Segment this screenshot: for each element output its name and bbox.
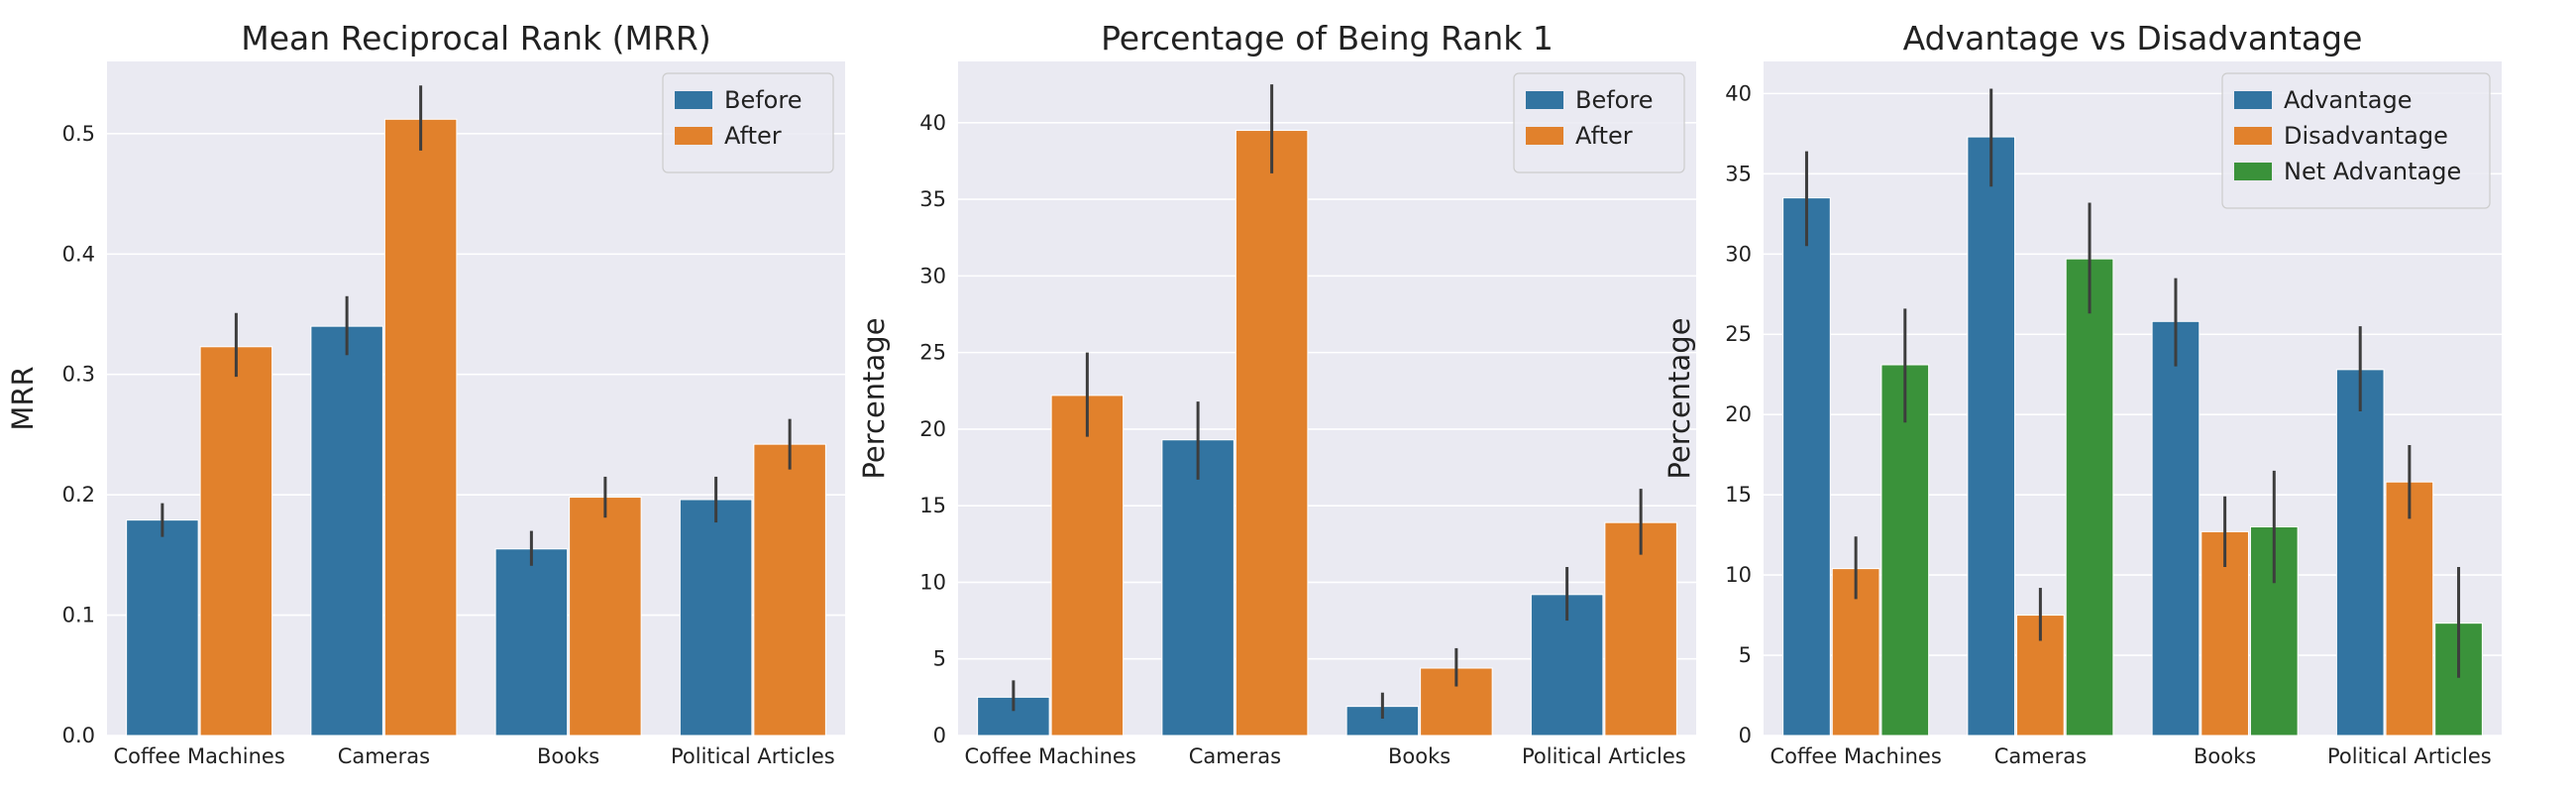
y-tick-label: 40 <box>919 111 946 135</box>
bar <box>569 497 642 736</box>
x-tick-label: Coffee Machines <box>964 744 1135 768</box>
legend-label: After <box>724 122 782 150</box>
x-tick-label: Cameras <box>1189 744 1281 768</box>
legend: Before After <box>1513 72 1685 173</box>
bar <box>126 519 199 736</box>
legend-label: Before <box>1575 86 1653 114</box>
bar <box>310 325 383 736</box>
legend-swatch <box>2234 163 2272 180</box>
y-tick-label: 35 <box>1725 162 1752 185</box>
y-tick-label: 30 <box>919 264 946 287</box>
chart-title: Percentage of Being Rank 1 <box>1101 19 1554 57</box>
bar <box>1050 395 1125 736</box>
x-tick-label: Books <box>1388 744 1450 768</box>
y-tick-label: 20 <box>1725 402 1752 426</box>
bar <box>383 118 458 736</box>
legend-swatch <box>1526 127 1563 145</box>
legend-swatch <box>2234 91 2272 109</box>
legend-label: After <box>1575 122 1633 150</box>
bar <box>1161 439 1234 736</box>
legend-label: Advantage <box>2284 86 2412 114</box>
legend-swatch <box>675 91 712 109</box>
legend-swatch <box>1526 91 1563 109</box>
bar <box>2335 369 2385 736</box>
legend-label: Net Advantage <box>2284 158 2461 185</box>
y-axis-label: Percentage <box>1663 317 1696 479</box>
bar <box>2151 320 2200 736</box>
x-tick-label: Political Articles <box>671 744 835 768</box>
bar <box>1880 364 1930 736</box>
chart-panel-1: 0.0 0.1 0.2 0.3 0.4 0.5 Coffee Machines Cameras… <box>6 19 845 768</box>
x-tick-label: Books <box>537 744 599 768</box>
chart-title: Advantage vs Disadvantage <box>1903 19 2363 57</box>
x-tick-label: Cameras <box>338 744 430 768</box>
y-tick-label: 0 <box>1739 724 1752 747</box>
y-tick-label: 25 <box>919 341 946 365</box>
bar <box>2065 258 2114 736</box>
legend-label: Before <box>724 86 802 114</box>
bar <box>494 548 569 736</box>
y-tick-label: 15 <box>1725 483 1752 507</box>
bar <box>1345 706 1420 736</box>
legend-label: Disadvantage <box>2284 122 2448 150</box>
chart-title: Mean Reciprocal Rank (MRR) <box>241 19 711 57</box>
legend: Before After <box>662 72 834 173</box>
legend-swatch <box>2234 127 2272 145</box>
x-tick-label: Coffee Machines <box>113 744 284 768</box>
y-axis-label: MRR <box>6 366 40 430</box>
y-tick-label: 30 <box>1725 242 1752 266</box>
y-tick-label: 15 <box>919 494 946 517</box>
bar <box>1967 136 2016 736</box>
chart-panel-2: 0 5 10 15 20 25 30 35 40 Coffee Machines Cameras Bo… <box>857 19 1696 768</box>
y-tick-label: 10 <box>1725 563 1752 587</box>
y-tick-label: 40 <box>1725 81 1752 105</box>
bar <box>199 346 273 736</box>
y-tick-label: 5 <box>1739 643 1752 667</box>
bar <box>753 443 826 736</box>
y-tick-label: 5 <box>933 647 946 671</box>
y-tick-label: 0.3 <box>62 363 95 387</box>
x-tick-label: Books <box>2194 744 2256 768</box>
chart-panel-3: 0 5 10 15 20 25 30 35 40 Coffee Machines Cameras Bo… <box>1663 19 2502 768</box>
bar <box>1782 197 1831 736</box>
legend: Advantage Disadvantage Net Advantage <box>2221 72 2491 209</box>
y-axis-label: Percentage <box>857 317 891 479</box>
x-tick-label: Cameras <box>1994 744 2087 768</box>
legend-swatch <box>675 127 712 145</box>
x-tick-label: Political Articles <box>1522 744 1686 768</box>
bar <box>2385 481 2434 736</box>
y-tick-label: 0.5 <box>62 122 95 146</box>
y-tick-label: 20 <box>919 417 946 441</box>
y-tick-label: 35 <box>919 187 946 211</box>
y-tick-label: 0.4 <box>62 242 95 266</box>
y-tick-label: 25 <box>1725 322 1752 346</box>
y-tick-label: 0.0 <box>62 724 95 747</box>
y-tick-label: 10 <box>919 570 946 594</box>
y-tick-label: 0 <box>933 724 946 747</box>
bar <box>1234 130 1309 736</box>
bar <box>679 499 753 736</box>
y-tick-label: 0.2 <box>62 483 95 507</box>
x-tick-label: Political Articles <box>2327 744 2492 768</box>
y-tick-label: 0.1 <box>62 604 95 627</box>
x-tick-label: Coffee Machines <box>1770 744 1941 768</box>
legend-box <box>2221 72 2491 209</box>
